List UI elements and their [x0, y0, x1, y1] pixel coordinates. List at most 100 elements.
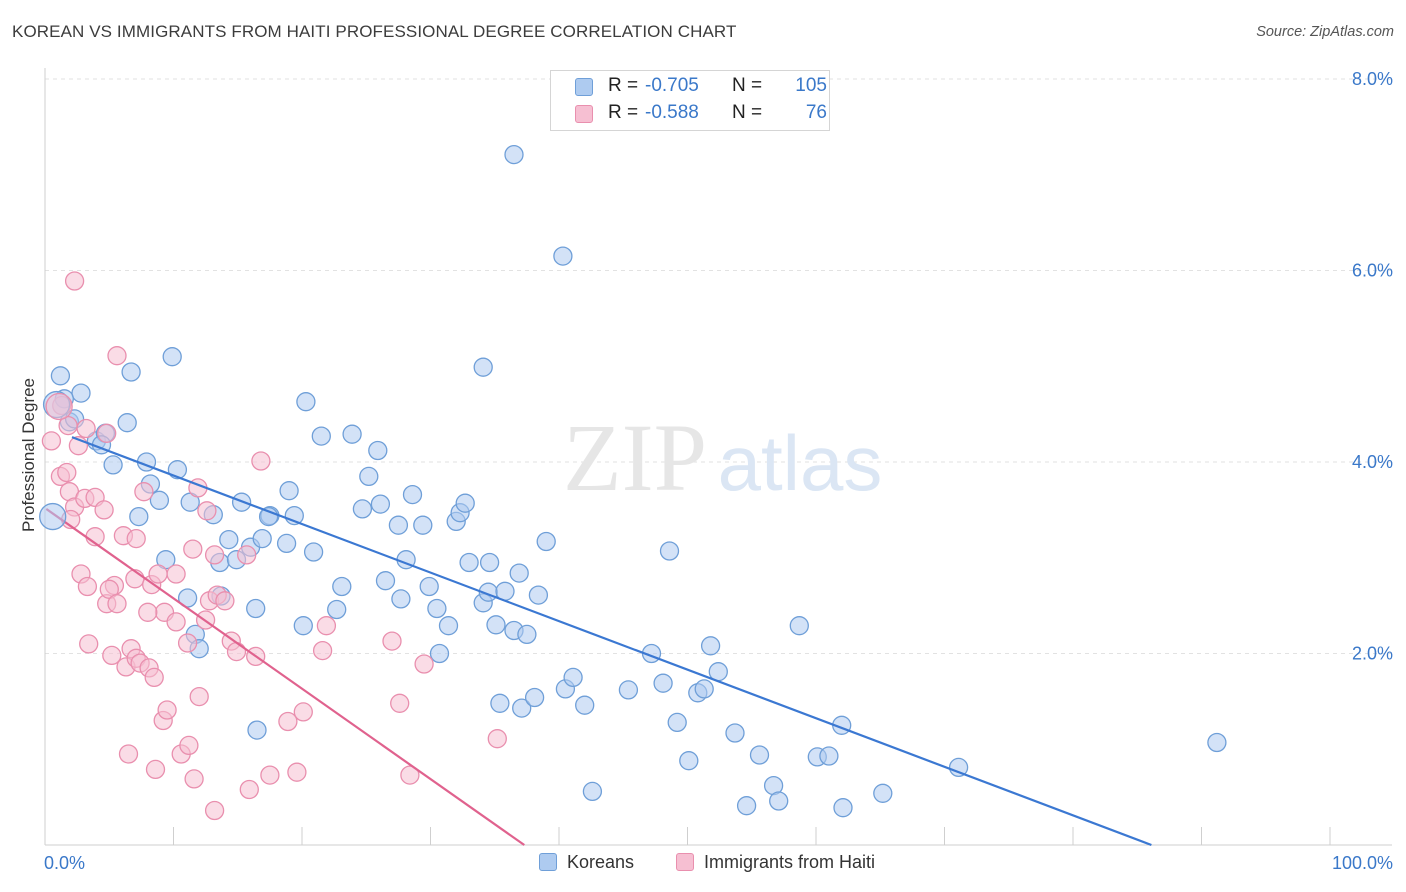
- bottom-legend-label-haiti: Immigrants from Haiti: [704, 852, 876, 872]
- watermark-zip: ZIP: [563, 404, 707, 511]
- data-point: [183, 539, 203, 559]
- data-point: [79, 634, 99, 654]
- data-point: [287, 762, 307, 782]
- legend-n-value: 76: [805, 102, 827, 123]
- data-point: [873, 783, 893, 803]
- y-tick-label: 4.0%: [1352, 452, 1393, 472]
- data-point: [121, 362, 141, 382]
- data-point: [237, 545, 257, 565]
- data-point: [166, 612, 186, 632]
- data-point: [316, 616, 337, 636]
- data-point: [179, 735, 199, 756]
- data-point: [103, 455, 123, 475]
- data-point: [246, 598, 266, 619]
- data-point: [390, 693, 410, 713]
- data-point: [438, 616, 459, 636]
- data-point: [41, 431, 62, 451]
- data-point: [524, 687, 545, 708]
- legend-r-value: -0.588: [645, 102, 699, 123]
- data-point: [582, 781, 603, 802]
- data-point: [700, 636, 721, 656]
- data-point: [504, 144, 524, 165]
- data-point: [303, 542, 324, 562]
- axes: [44, 68, 1392, 846]
- data-point: [166, 564, 186, 584]
- data-point: [296, 392, 316, 412]
- tick-labels: 2.0% 4.0% 6.0% 8.0% 0.0% 100.0%: [44, 69, 1393, 873]
- series-layer: [39, 144, 1227, 847]
- data-point: [342, 424, 362, 444]
- data-point: [375, 571, 396, 591]
- bottom-legend-haiti: Immigrants from Haiti: [676, 852, 875, 873]
- chart-source: Source: ZipAtlas.com: [1256, 24, 1394, 40]
- data-point: [419, 576, 439, 597]
- data-point: [312, 640, 333, 661]
- data-point: [77, 576, 98, 597]
- legend-swatch-haiti: [575, 105, 593, 123]
- data-point: [486, 615, 506, 635]
- data-point: [107, 346, 127, 366]
- data-point: [563, 667, 583, 688]
- data-point: [97, 423, 117, 443]
- data-point: [402, 484, 423, 505]
- data-point: [332, 576, 352, 597]
- data-point: [359, 466, 379, 487]
- data-point: [427, 598, 447, 619]
- data-point: [455, 493, 475, 513]
- data-point: [149, 490, 170, 510]
- data-point: [487, 729, 507, 749]
- data-point: [204, 545, 225, 565]
- data-point: [144, 667, 164, 688]
- x-tick-label: 100.0%: [1332, 853, 1393, 873]
- data-point: [39, 502, 67, 531]
- data-point: [107, 594, 127, 614]
- bottom-legend-swatch-haiti: [676, 853, 694, 871]
- data-point: [57, 462, 77, 483]
- watermark-atlas: atlas: [718, 419, 883, 507]
- data-point: [694, 679, 714, 699]
- data-point: [279, 481, 299, 501]
- data-point: [278, 711, 298, 732]
- data-point: [575, 695, 595, 715]
- data-point: [138, 602, 158, 622]
- data-point: [118, 744, 139, 764]
- data-point: [71, 383, 91, 403]
- data-point: [189, 686, 209, 707]
- data-point: [102, 645, 122, 666]
- y-tick-label: 8.0%: [1352, 69, 1393, 89]
- data-point: [536, 531, 556, 552]
- data-point: [145, 759, 166, 780]
- data-point: [184, 769, 204, 789]
- data-point: [618, 680, 639, 700]
- data-point: [553, 246, 573, 266]
- data-point: [659, 541, 680, 561]
- data-point: [197, 501, 217, 521]
- data-point: [948, 757, 969, 778]
- data-point: [352, 499, 373, 519]
- chart-title: KOREAN VS IMMIGRANTS FROM HAITI PROFESSI…: [12, 22, 737, 41]
- data-point: [215, 591, 235, 611]
- series-koreans: [50, 144, 1227, 818]
- data-point: [64, 271, 85, 291]
- data-point: [413, 515, 433, 535]
- data-point: [769, 791, 789, 811]
- data-point: [204, 800, 225, 821]
- data-point: [219, 529, 239, 550]
- data-point: [293, 702, 313, 722]
- data-point: [819, 746, 839, 766]
- data-point: [667, 712, 687, 733]
- data-point: [1207, 732, 1227, 753]
- data-point: [117, 413, 137, 433]
- legend-r-label: R =: [608, 75, 639, 96]
- data-point: [490, 693, 510, 713]
- data-point: [129, 506, 149, 527]
- data-point: [833, 798, 853, 818]
- data-point: [368, 440, 388, 461]
- series-haiti: [41, 271, 507, 821]
- data-point: [736, 796, 757, 816]
- data-point: [239, 779, 259, 800]
- bottom-legend-swatch-koreans: [539, 853, 557, 871]
- y-tick-label: 2.0%: [1352, 644, 1393, 664]
- data-point: [134, 482, 154, 502]
